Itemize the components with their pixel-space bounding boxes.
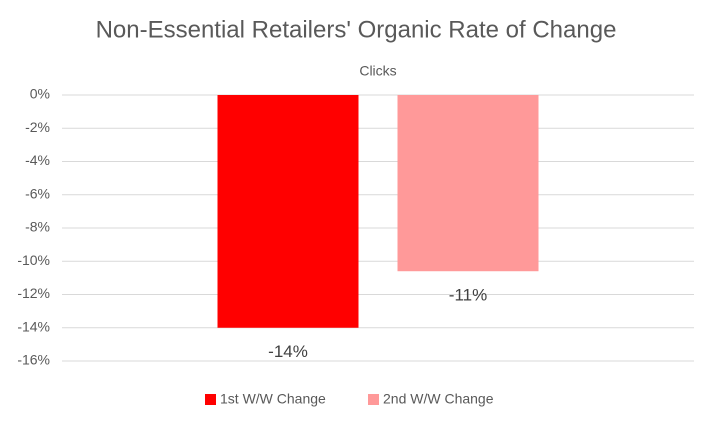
chart-title: Non-Essential Retailers' Organic Rate of… <box>96 16 617 43</box>
data-label: -11% <box>449 286 487 305</box>
bar <box>217 95 359 328</box>
y-tick-label: 0% <box>30 86 50 102</box>
y-tick-label: -12% <box>17 285 50 301</box>
legend-label: 2nd W/W Change <box>383 391 494 407</box>
legend-swatch <box>368 394 379 405</box>
y-tick-label: -2% <box>25 119 50 135</box>
y-tick-label: -6% <box>25 185 50 201</box>
y-tick-label: -14% <box>17 318 50 334</box>
data-label: -14% <box>268 342 308 361</box>
y-tick-label: -4% <box>25 152 50 168</box>
y-tick-label: -8% <box>25 219 50 235</box>
y-tick-label: -10% <box>17 252 50 268</box>
y-tick-label: -16% <box>17 352 50 368</box>
legend-label: 1st W/W Change <box>220 391 326 407</box>
x-tick-label: Clicks <box>359 63 396 79</box>
bar <box>397 95 539 272</box>
legend-swatch <box>205 394 216 405</box>
